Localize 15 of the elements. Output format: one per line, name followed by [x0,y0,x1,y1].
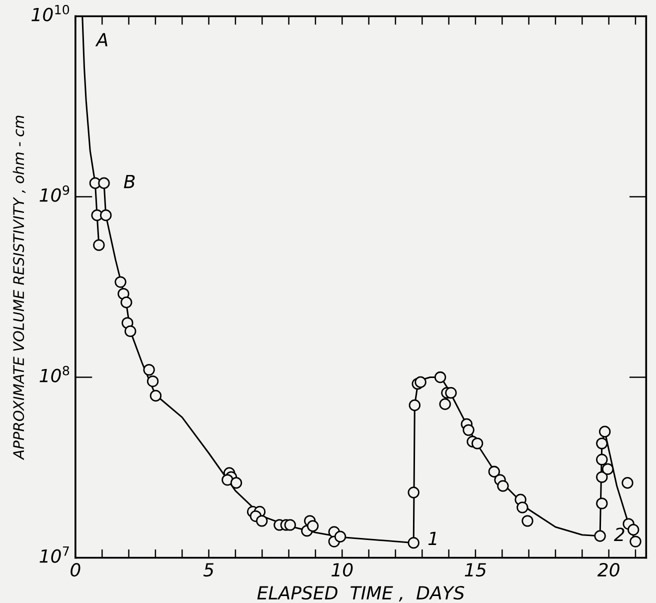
annotation: 2 [614,528,624,541]
y-tick-label: 10$^{10}$ [32,4,70,22]
x-tick-label: 10 [332,562,353,577]
x-axis-title: ELAPSED TIME , DAYS [257,586,464,602]
annotation: 1 [428,532,436,546]
x-tick-label: 5 [203,563,214,577]
x-tick-label: 15 [464,563,486,577]
x-tick-label: 0 [70,562,80,577]
annotation: B [124,174,135,188]
x-tick-label: 20 [597,562,620,577]
annotation: A [95,33,108,46]
y-axis-title: APPROXIMATE VOLUME RESISTIVITY , ohm - cm [12,116,26,460]
y-tick-label: 10$^{7}$ [40,546,69,563]
y-tick-label: 10$^{8}$ [40,366,70,382]
y-tick-label: 10$^{9}$ [40,185,70,202]
